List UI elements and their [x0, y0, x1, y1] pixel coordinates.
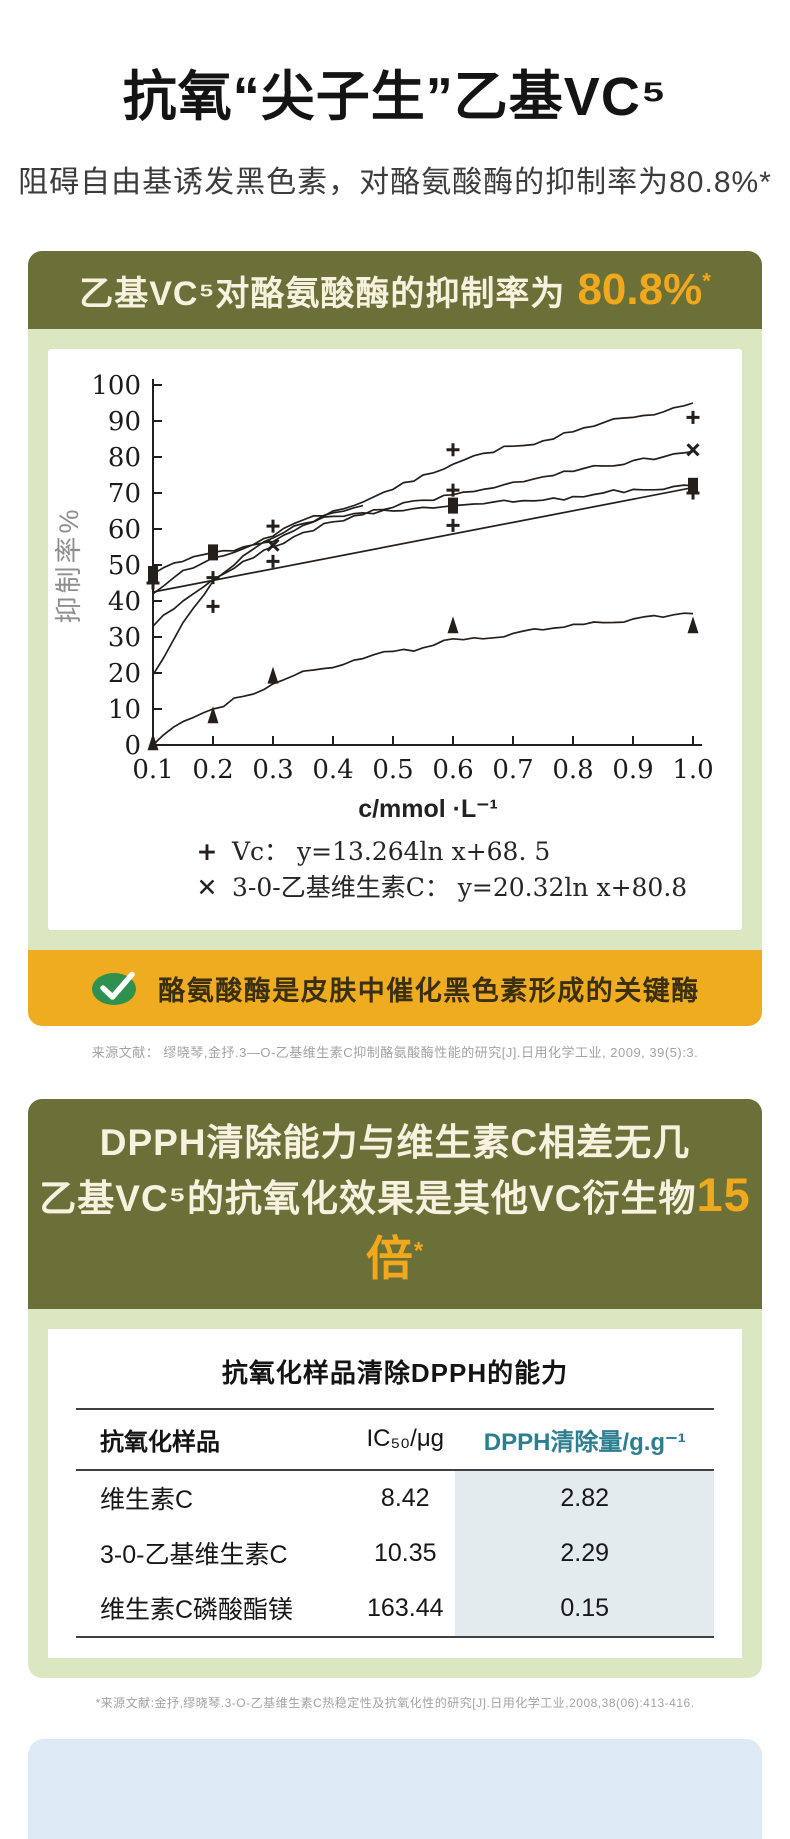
- page-subtitle: 阻碍自由基诱发黑色素，对酪氨酸酶的抑制率为80.8%*: [18, 166, 772, 199]
- table-row: 维生素C 8.42 2.82: [76, 1469, 714, 1526]
- table-cell: 3-0-乙基维生素C: [100, 1541, 288, 1570]
- legend-label: Vc： y=13.264ln x+68. 5: [232, 837, 551, 866]
- next-section-strip: [28, 1738, 762, 1839]
- table-header-cell: DPPH清除量/g.g⁻¹: [483, 1428, 686, 1456]
- dpph-table-panel: 抗氧化样品清除DPPH的能力 抗氧化样品 IC₅₀/μg DPPH清除量/g.g⁻¹…: [48, 1328, 742, 1658]
- fact-banner: 酪氨酸酶是皮肤中催化黑色素形成的关键酶: [28, 950, 762, 1026]
- table-cell: 8.42: [380, 1483, 430, 1512]
- chart-legend: + Vc： y=13.264ln x+68. 5 ✕ 3-0-乙基维生素C： y=20…: [196, 834, 742, 906]
- inhibition-banner-highlight: 80.8%*: [577, 265, 710, 315]
- svg-text:40: 40: [108, 587, 141, 617]
- inhibition-chart: 0 10 20 30 40 50 60 70 80 90 100 0.1 0.2 0.3 0.4 0.5 0.6…: [54, 371, 714, 823]
- table-row: 3-0-乙基维生素C 10.35 2.29: [76, 1525, 714, 1581]
- table-header-cell: 抗氧化样品: [100, 1428, 220, 1456]
- svg-text:c/mmol ·L⁻¹: c/mmol ·L⁻¹: [358, 795, 498, 823]
- table-cell: 维生素C: [100, 1486, 194, 1515]
- dpph-banner-line2: 乙基VC⁵的抗氧化效果是其他VC衍生物15倍*: [28, 1169, 762, 1289]
- legend-marker-icon: ✕: [196, 873, 218, 902]
- dpph-table-title: 抗氧化样品清除DPPH的能力: [221, 1357, 569, 1388]
- inhibition-banner: 乙基VC⁵对酪氨酸酶的抑制率为 80.8%*: [28, 251, 762, 329]
- dpph-banner-highlight: 15倍*: [366, 1168, 751, 1285]
- dpph-card-body: 抗氧化样品清除DPPH的能力 抗氧化样品 IC₅₀/μg DPPH清除量/g.g⁻¹…: [28, 1308, 762, 1678]
- table-header-cell: IC₅₀/μg: [366, 1425, 444, 1453]
- table-row: 维生素C磷酸酯镁 163.44 0.15: [76, 1580, 714, 1637]
- legend-row: + Vc： y=13.264ln x+68. 5: [196, 834, 742, 870]
- svg-text:70: 70: [108, 479, 141, 509]
- highlight-value: 80.8%: [577, 265, 703, 314]
- legend-marker-icon: +: [196, 837, 218, 866]
- table-cell: 0.15: [455, 1580, 714, 1637]
- svg-text:30: 30: [108, 623, 141, 653]
- inhibition-banner-text: 乙基VC⁵对酪氨酸酶的抑制率为: [79, 274, 566, 313]
- svg-text:0.1: 0.1: [132, 755, 173, 785]
- svg-text:0.5: 0.5: [372, 755, 413, 785]
- svg-text:0.7: 0.7: [492, 755, 533, 785]
- table-header-row: 抗氧化样品 IC₅₀/μg DPPH清除量/g.g⁻¹: [76, 1408, 714, 1470]
- dpph-banner-line2-text: 乙基VC⁵的抗氧化效果是其他VC衍生物: [39, 1178, 697, 1219]
- svg-text:0.3: 0.3: [252, 755, 293, 785]
- source-citation-1: 来源文献： 缪晓琴,金抒.3—O-乙基维生素C抑制酪氨酸酶性能的研究[J].日用…: [91, 1045, 699, 1060]
- chart-panel: 0 10 20 30 40 50 60 70 80 90 100 0.1 0.2 0.3 0.4 0.5 0.6…: [48, 349, 742, 930]
- dpph-table-body: 维生素C 8.42 2.82 3-0-乙基维生素C 10.35 2.29 维生素C磷酸酯镁 1…: [76, 1469, 714, 1637]
- svg-text:10: 10: [108, 695, 141, 725]
- legend-label: 3-0-乙基维生素C： y=20.32ln x+80.8: [232, 873, 688, 902]
- dpph-banner-line1: DPPH清除能力与维生素C相差无几: [99, 1122, 691, 1163]
- table-cell: 10.35: [373, 1538, 437, 1567]
- fact-text: 酪氨酸酶是皮肤中催化黑色素形成的关键酶: [158, 975, 700, 1006]
- inhibition-card-body: 0 10 20 30 40 50 60 70 80 90 100 0.1 0.2 0.3 0.4 0.5 0.6…: [28, 329, 762, 950]
- table-cell: 维生素C磷酸酯镁: [100, 1596, 294, 1625]
- highlight-value: 15倍: [365, 1168, 751, 1285]
- dpph-table: 抗氧化样品 IC₅₀/μg DPPH清除量/g.g⁻¹ 维生素C 8.42 2.82 3-…: [76, 1408, 714, 1638]
- svg-text:0.4: 0.4: [312, 755, 353, 785]
- check-icon: [92, 971, 137, 1005]
- dpph-banner: DPPH清除能力与维生素C相差无几 乙基VC⁵的抗氧化效果是其他VC衍生物15倍…: [28, 1099, 762, 1309]
- svg-text:0.9: 0.9: [612, 755, 653, 785]
- highlight-asterisk: *: [413, 1237, 425, 1264]
- svg-text:100: 100: [91, 371, 141, 401]
- dpph-table-head: 抗氧化样品 IC₅₀/μg DPPH清除量/g.g⁻¹: [76, 1408, 714, 1470]
- svg-text:20: 20: [108, 659, 141, 689]
- svg-text:0.8: 0.8: [552, 755, 593, 785]
- highlight-asterisk: *: [702, 268, 711, 294]
- svg-text:90: 90: [108, 407, 141, 437]
- source-citation-2: *来源文献:金抒,缪晓琴.3-O-乙基维生素C热稳定性及抗氧化性的研究[J].日…: [95, 1695, 695, 1710]
- svg-text:1.0: 1.0: [672, 755, 713, 785]
- inhibition-card: 乙基VC⁵对酪氨酸酶的抑制率为 80.8%* 0 10 20 30 40 50 60 70 80…: [28, 251, 762, 1026]
- svg-text:50: 50: [108, 551, 141, 581]
- svg-text:0.6: 0.6: [432, 755, 473, 785]
- svg-text:抑制率%: 抑制率%: [54, 506, 84, 623]
- table-cell: 2.29: [455, 1525, 714, 1581]
- svg-text:80: 80: [108, 443, 141, 473]
- svg-text:0.2: 0.2: [192, 755, 233, 785]
- dpph-card: DPPH清除能力与维生素C相差无几 乙基VC⁵的抗氧化效果是其他VC衍生物15倍…: [28, 1099, 762, 1678]
- table-cell: 2.82: [455, 1469, 714, 1526]
- table-cell: 163.44: [367, 1593, 444, 1622]
- page-title: 抗氧“尖子生”乙基VC⁵: [122, 67, 668, 127]
- svg-text:0: 0: [124, 731, 141, 761]
- legend-row: ✕ 3-0-乙基维生素C： y=20.32ln x+80.8: [196, 870, 742, 906]
- svg-text:60: 60: [108, 515, 141, 545]
